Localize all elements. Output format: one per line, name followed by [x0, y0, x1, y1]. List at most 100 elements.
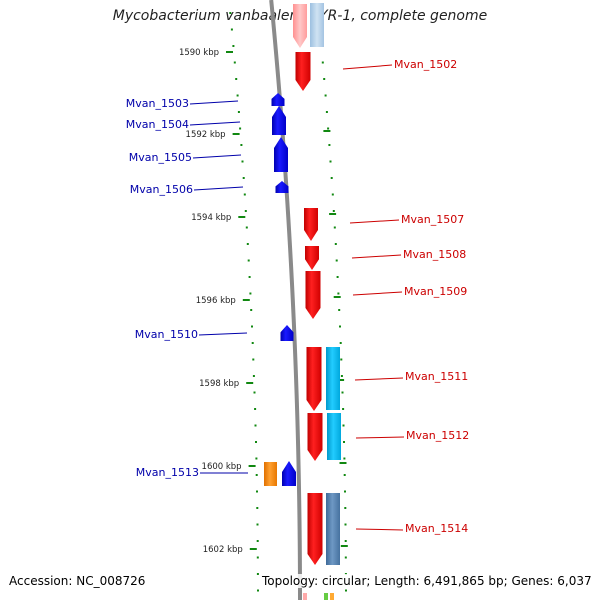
accession-text: Accession: NC_008726 [9, 574, 146, 588]
feature-block [330, 593, 334, 600]
tick-mark [252, 375, 255, 377]
scale-label: 1598 kbp [199, 379, 239, 389]
tick-mark [242, 177, 245, 179]
tick-mark [255, 474, 258, 476]
major-tick [337, 379, 345, 381]
tick-mark [323, 78, 326, 80]
gene-arrow-forward [304, 208, 318, 241]
tick-mark [232, 45, 235, 47]
gene-label: Mvan_1507 [401, 213, 464, 226]
tick-mark [256, 523, 259, 526]
tick-mark [254, 424, 257, 427]
scale-label: 1596 kbp [196, 296, 236, 306]
tick-mark [343, 441, 345, 443]
tick-mark [328, 144, 331, 146]
label-leader-line [351, 254, 402, 259]
feature-block [264, 462, 277, 486]
label-leader-line [355, 436, 405, 439]
label-leader-line [193, 186, 244, 191]
tick-mark [340, 358, 343, 361]
tick-mark [239, 127, 242, 130]
tick-mark [338, 309, 341, 311]
gene-label: Mvan_1506 [130, 183, 193, 196]
tick-mark [339, 342, 342, 344]
feature-block [303, 593, 307, 600]
tick-mark [335, 259, 338, 262]
genome-stats-text: Topology: circular; Length: 6,491,865 bp… [260, 574, 594, 588]
tick-mark [247, 259, 250, 262]
scale-label: 1594 kbp [191, 213, 231, 223]
tick-mark [256, 540, 259, 542]
tick-mark [233, 61, 236, 64]
label-leader-line [192, 154, 242, 159]
tick-mark [342, 408, 345, 410]
label-leader-line [189, 100, 239, 105]
tick-mark [344, 556, 347, 559]
tick-mark [251, 342, 254, 344]
tick-mark [248, 276, 251, 278]
gene-arrow-reverse [271, 93, 285, 106]
major-tick [329, 213, 337, 215]
gene-arrow-reverse [282, 461, 296, 486]
label-leader-line [342, 64, 393, 70]
major-tick [242, 299, 250, 301]
tick-mark [257, 589, 259, 592]
tick-mark [325, 111, 328, 113]
major-tick [248, 465, 256, 467]
label-leaders [189, 64, 405, 531]
major-tick [226, 51, 233, 53]
genome-backbone [269, 0, 302, 600]
tick-mark [249, 292, 252, 295]
scale-ticks [226, 12, 348, 592]
tick-mark [246, 243, 249, 245]
tick-mark [252, 358, 255, 361]
gene-arrow-reverse [274, 137, 288, 172]
tick-mark [245, 226, 248, 229]
tick-mark [235, 78, 238, 80]
tick-mark [255, 441, 257, 443]
gene-arrow-forward [295, 52, 311, 91]
gene-arrow-forward [307, 413, 323, 461]
tick-mark [243, 193, 246, 196]
tick-mark [344, 523, 347, 526]
scale-labels: 1590 kbp 1592 kbp 1594 kbp 1596 kbp 1598 kbp… [179, 48, 243, 555]
gene-arrow-forward [305, 246, 319, 270]
gene-label: Mvan_1512 [406, 429, 469, 442]
major-tick [246, 382, 254, 384]
gene-arrow-reverse [272, 106, 286, 135]
tick-mark [253, 391, 256, 394]
gene-label: Mvan_1509 [404, 285, 467, 298]
tick-mark [344, 540, 347, 542]
tick-mark [241, 160, 244, 163]
gene-label: Mvan_1511 [405, 370, 468, 383]
tick-mark [329, 160, 332, 163]
feature-block [324, 593, 328, 600]
label-leader-line [354, 377, 404, 381]
gene-arrow-reverse [275, 181, 289, 193]
tick-mark [256, 556, 259, 559]
tick-mark [254, 408, 257, 410]
tick-mark [344, 490, 346, 493]
tick-mark [342, 424, 345, 427]
tick-mark [229, 12, 232, 14]
feature-block [326, 347, 340, 410]
gene-label: Mvan_1513 [136, 466, 199, 479]
scale-label: 1590 kbp [179, 48, 219, 58]
tick-mark [327, 127, 330, 130]
gene-label: Mvan_1502 [394, 58, 457, 71]
tick-mark [334, 243, 337, 245]
tick-mark [344, 507, 347, 509]
tick-mark [337, 292, 340, 295]
tick-mark [240, 144, 243, 146]
gene-label: Mvan_1508 [403, 248, 466, 261]
tick-mark [333, 226, 336, 229]
tick-mark [340, 375, 343, 377]
tick-mark [336, 276, 339, 278]
label-leader-line [198, 332, 248, 336]
major-tick [340, 545, 348, 547]
gene-arrow-forward [306, 347, 322, 411]
major-tick [323, 130, 331, 132]
scale-label: 1592 kbp [186, 130, 226, 140]
label-leader-line [355, 528, 404, 531]
